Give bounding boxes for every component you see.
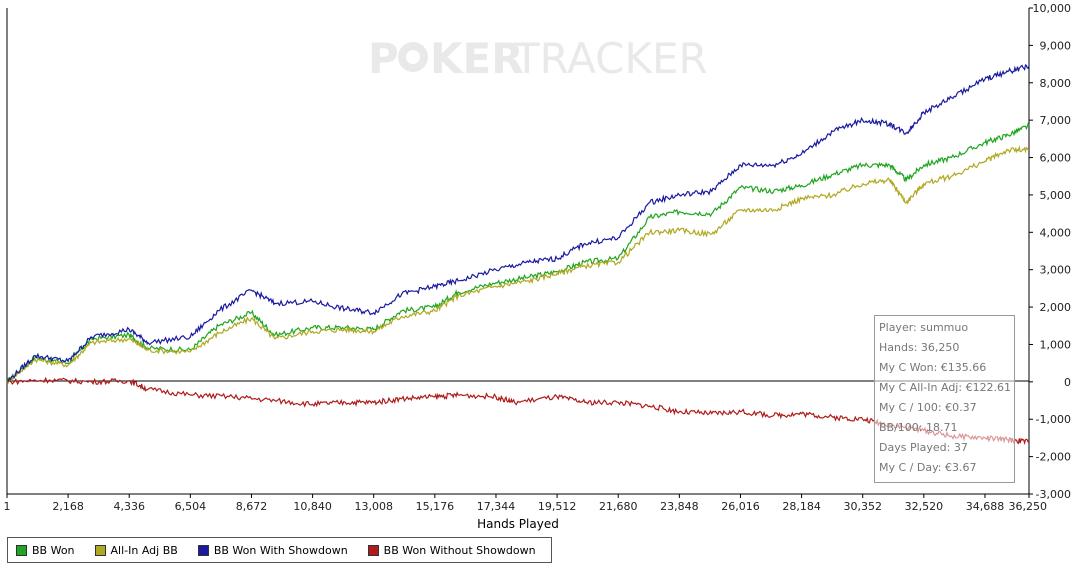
x-tick-label: 32,520 [905,500,944,513]
legend-swatch [16,544,27,556]
y-tick-label: 0 [1064,376,1071,389]
stats-line: My C / 100: €0.37 [879,401,977,414]
y-tick-label: 10,000 [1033,2,1072,15]
x-tick-label: 2,168 [52,500,84,513]
x-tick-label: 13,008 [354,500,393,513]
x-tick-label: 15,176 [416,500,455,513]
x-tick-label: 28,184 [782,500,821,513]
series-line-all-in-adj-bb [6,145,1030,385]
legend-label: BB Won Without Showdown [383,543,536,557]
x-tick-label: 4,336 [113,500,145,513]
y-tick-label: 6,000 [1040,152,1072,165]
legend-swatch [367,544,379,556]
legend-label: BB Won With Showdown [213,543,348,557]
pokertracker-watermark: P KER TRACKER [368,34,708,83]
stats-line: My C Won: €135.66 [879,361,987,374]
x-tick-label: 8,672 [236,500,268,513]
x-tick-label: 36,250 [1009,500,1048,513]
stats-line: Player: summuo [879,321,969,334]
stats-line: My C / Day: €3.67 [879,461,977,474]
legend-item[interactable]: All-In Adj BB [94,543,178,557]
x-tick-label: 17,344 [477,500,516,513]
stats-line: Hands: 36,250 [879,341,960,354]
x-tick-label: 26,016 [721,500,760,513]
stats-line: My C All-In Adj: €122.61 [879,381,1012,394]
y-tick-label: -3,000 [1036,488,1071,501]
legend-label: BB Won [32,543,75,557]
watermark-text-right: KER [430,34,524,83]
series-line-bb-won-with-showdown [6,64,1030,383]
y-tick-label: 4,000 [1040,226,1072,239]
legend-item[interactable]: BB Won With Showdown [197,543,348,557]
x-tick-label: 34,688 [966,500,1005,513]
x-axis-title: Hands Played [477,517,559,531]
stats-box: Player: summuo Hands: 36,250 My C Won: €13… [874,315,1015,483]
y-tick-label: 7,000 [1040,114,1072,127]
legend-item[interactable]: BB Won Without Showdown [367,543,536,557]
x-tick-label: 1 [4,500,11,513]
x-tick-label: 21,680 [599,500,638,513]
x-tick-label: 23,848 [660,500,699,513]
y-tick-label: 8,000 [1040,77,1072,90]
x-tick-label: 10,840 [293,500,332,513]
chart-area: P KER TRACKER 10,000 9,000 8,000 7,000 6,000… [4,2,1072,531]
y-tick-label: 1,000 [1040,338,1072,351]
legend: BB Won All-In Adj BB BB Won With Showdown B… [7,537,552,563]
y-tick-label: 5,000 [1040,189,1072,202]
legend-item[interactable]: BB Won [16,544,75,557]
x-tick-label: 6,504 [175,500,207,513]
x-tick-label: 19,512 [538,500,577,513]
legend-swatch [94,544,106,556]
x-axis: 1 2,168 4,336 6,504 8,672 10,840 13,008 15,176 1… [4,494,1048,513]
stats-line: Days Played: 37 [879,441,968,454]
x-tick-label: 30,352 [843,500,882,513]
stats-line: BB/100: 18.71 [879,421,958,434]
y-tick-label: 9,000 [1040,39,1072,52]
y-tick-label: 3,000 [1040,264,1072,277]
watermark-text-tail: TRACKER [513,34,708,83]
legend-swatch [197,544,209,556]
y-axis: 10,000 9,000 8,000 7,000 6,000 5,000 4,000 3,00… [1029,2,1071,501]
watermark-text-left: P [368,34,399,83]
legend-label: All-In Adj BB [110,543,178,557]
y-tick-label: -1,000 [1036,413,1071,426]
y-tick-label: 2,000 [1040,301,1072,314]
y-tick-label: -2,000 [1036,451,1071,464]
